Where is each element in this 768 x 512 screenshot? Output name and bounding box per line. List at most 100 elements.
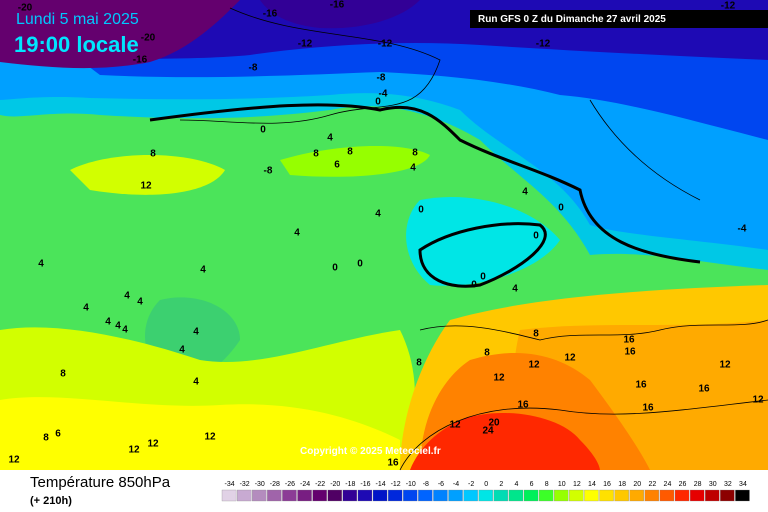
scale-label: -24 [300,481,310,488]
scale-label: -12 [391,481,401,488]
contour-label: 4 [124,291,130,302]
scale-cell [493,489,509,502]
contour-label: 4 [327,133,333,144]
scale-cell [599,489,614,502]
contour-label: 4 [512,284,518,295]
scale-label: 34 [739,481,747,488]
scale-label: -8 [423,481,429,488]
map-field [0,0,768,471]
scale-label: -28 [270,481,280,488]
scale-label: -2 [468,481,474,488]
contour-label: 4 [375,209,381,220]
contour-label: -12 [536,39,551,50]
scale-cell [720,489,735,502]
contour-label: 4 [38,259,44,270]
contour-label: -8 [264,166,273,177]
contour-label: 8 [484,348,490,359]
contour-label: 4 [137,297,143,308]
contour-label: 12 [147,439,159,450]
contour-label: 12 [8,455,20,466]
contour-label: 4 [179,345,185,356]
scale-cell [357,489,373,502]
scale-cell [297,489,312,502]
contour-label: 4 [115,321,121,332]
contour-label: 12 [128,445,140,456]
contour-label: 8 [416,358,422,369]
contour-label: 0 [533,231,539,242]
contour-label: -12 [298,39,313,50]
scale-cell [372,489,388,502]
scale-label: -26 [285,481,295,488]
contour-label: 20 [488,418,500,429]
scale-label: 8 [545,481,549,488]
contour-label: 4 [410,163,416,174]
contour-label: 8 [60,369,66,380]
contour-label: 12 [449,420,461,431]
scale-label: 18 [618,481,626,488]
scale-cell [387,489,403,502]
scale-cell [735,489,750,502]
scale-label: 32 [724,481,732,488]
contour-label: 0 [357,259,363,270]
contour-label: 16 [624,347,636,358]
scale-label: 6 [530,481,534,488]
contour-label: 16 [517,400,529,411]
contour-label: 6 [334,160,340,171]
contour-label: 16 [642,403,654,414]
scale-cell [403,489,418,502]
contour-label: -8 [249,63,258,74]
scale-cell [282,489,297,502]
scale-label: -18 [345,481,355,488]
contour-label: 12 [564,353,576,364]
contour-label: 4 [294,228,300,239]
scale-label: 14 [588,481,596,488]
contour-label: -16 [133,55,148,66]
contour-label: 4 [200,265,206,276]
scale-cell [508,489,524,502]
scale-cell [538,489,554,502]
scale-label: -34 [224,481,234,488]
scale-label: -16 [360,481,370,488]
scale-label: -4 [453,481,459,488]
contour-label: 4 [122,325,128,336]
scale-label: -10 [406,481,416,488]
scale-label: 22 [648,481,656,488]
scale-cell [252,489,267,502]
scale-cell [433,489,448,502]
contour-label: 4 [105,317,111,328]
scale-cell [569,489,584,502]
forecast-time: 19:00 locale [14,32,139,57]
scale-cell [342,489,358,502]
copyright: Copyright © 2025 Meteociel.fr [300,446,441,457]
scale-cell [327,489,342,502]
contour-label: -12 [378,39,393,50]
scale-label: -20 [330,481,340,488]
contour-label: 8 [412,148,418,159]
scale-cell [614,489,629,502]
contour-label: 0 [558,203,564,214]
contour-label: 4 [83,303,89,314]
contour-label: -4 [379,89,388,100]
contour-label: 4 [193,377,199,388]
contour-label: -16 [330,0,345,11]
scale-cell [584,489,599,502]
contour-label: 24 [482,426,494,437]
scale-label: 12 [573,481,581,488]
scale-label: 16 [603,481,611,488]
contour-label: 12 [204,432,216,443]
scale-cell [659,489,675,502]
scale-label: -6 [438,481,444,488]
contour-label: -12 [721,1,736,12]
contour-label: 4 [522,187,528,198]
scale-label: 2 [499,481,503,488]
scale-label: -14 [375,481,385,488]
scale-label: -30 [255,481,265,488]
scale-label: -22 [315,481,325,488]
contour-label: 12 [493,373,505,384]
contour-label: 8 [43,433,49,444]
contour-label: 0 [332,263,338,274]
contour-label: 0 [375,97,381,108]
contour-label: 12 [719,360,731,371]
